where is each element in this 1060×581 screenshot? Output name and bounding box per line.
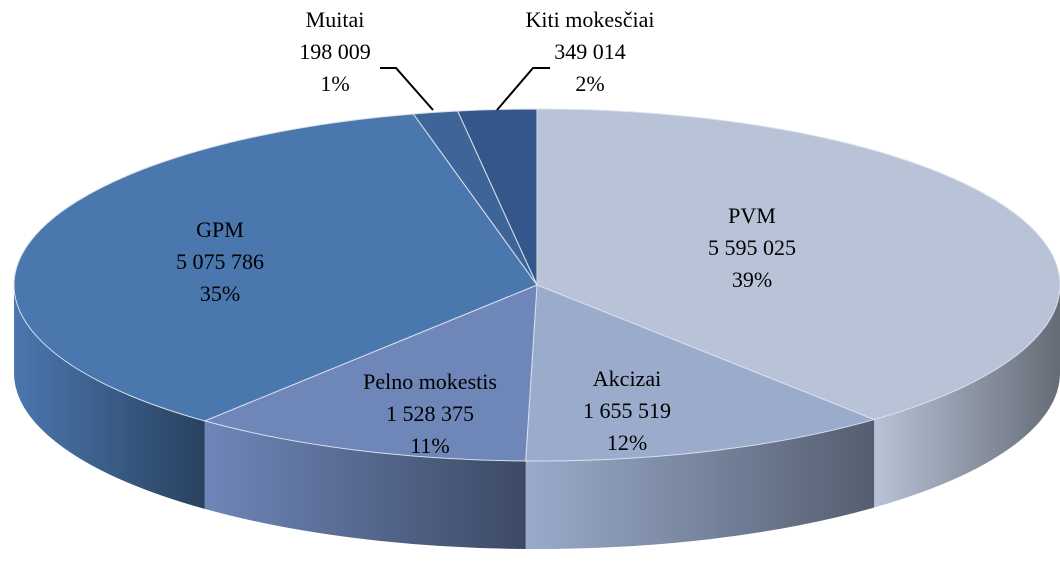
slice-label-name: PVM	[728, 203, 776, 228]
slice-label-percent: 39%	[732, 267, 772, 292]
slice-label-value: 1 655 519	[583, 398, 671, 423]
slice-label-name: GPM	[196, 217, 244, 242]
slice-label-value: 349 014	[554, 39, 626, 64]
slice	[536, 108, 1060, 421]
pie-tops	[13, 108, 1060, 462]
pie-sides	[14, 285, 1060, 550]
slice-label-value: 5 075 786	[176, 249, 264, 274]
leader-line	[496, 67, 550, 111]
slice	[13, 113, 538, 422]
slice	[525, 284, 876, 462]
labels: PVM 5 595 025 39% Akcizai 1 655 519 12% Pelno …	[176, 7, 796, 458]
slice-side-shade	[14, 285, 205, 509]
slice-label-name: Pelno mokestis	[363, 369, 497, 394]
slice-label-percent: 35%	[200, 281, 240, 306]
slice	[203, 284, 538, 462]
slice-label-value: 1 528 375	[386, 401, 474, 426]
slice-label-percent: 2%	[575, 71, 604, 96]
slice-label-name: Kiti mokesčiai	[526, 7, 655, 32]
slice-label-percent: 1%	[320, 71, 349, 96]
slice-label-percent: 12%	[607, 430, 647, 455]
slice-label-name: Akcizai	[593, 366, 661, 391]
slice-label-percent: 11%	[410, 433, 450, 458]
slice-side-shade	[874, 285, 1060, 508]
slice-label-value: 198 009	[299, 39, 371, 64]
slice-label-value: 5 595 025	[708, 235, 796, 260]
slice-label-name: Muitai	[306, 7, 365, 32]
slice-side-shade	[204, 420, 526, 549]
leader-line	[380, 67, 434, 111]
slice-side-shade	[525, 419, 875, 550]
